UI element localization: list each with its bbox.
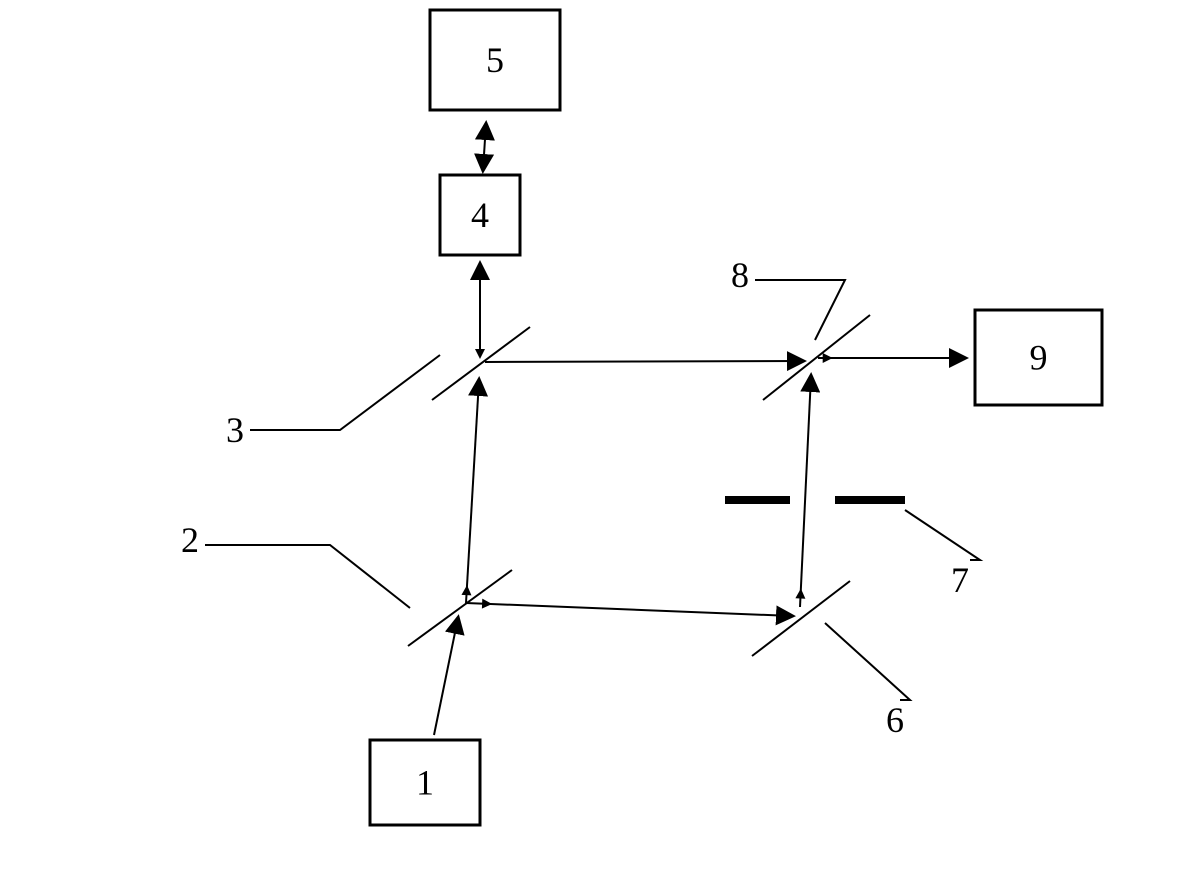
lead-line-6 [825, 623, 910, 700]
lead-line-8 [755, 280, 845, 340]
lead-label-7: 7 [951, 560, 969, 600]
lead-label-3: 3 [226, 410, 244, 450]
box-label-5: 5 [486, 40, 504, 80]
beamsplitter-bs2 [408, 570, 512, 646]
optical-schematic-diagram: 1 4 5 9 2 3 6 7 8 [0, 0, 1197, 886]
lead-label-6: 6 [886, 700, 904, 740]
arrow-a6-8 [800, 376, 811, 607]
arrow-a2-6 [466, 603, 792, 616]
arrow-a2-3 [466, 380, 479, 603]
lead-line-2 [205, 545, 410, 608]
lead-line-7 [905, 510, 980, 560]
arrow-a4-5 [483, 124, 486, 170]
arrow-a3-8 [485, 361, 803, 362]
box-label-1: 1 [416, 763, 434, 803]
lead-label-2: 2 [181, 520, 199, 560]
box-label-4: 4 [471, 195, 489, 235]
arrow-a1-2 [434, 618, 458, 735]
box-label-9: 9 [1030, 338, 1048, 378]
lead-label-8: 8 [731, 255, 749, 295]
lead-line-3 [250, 355, 440, 430]
